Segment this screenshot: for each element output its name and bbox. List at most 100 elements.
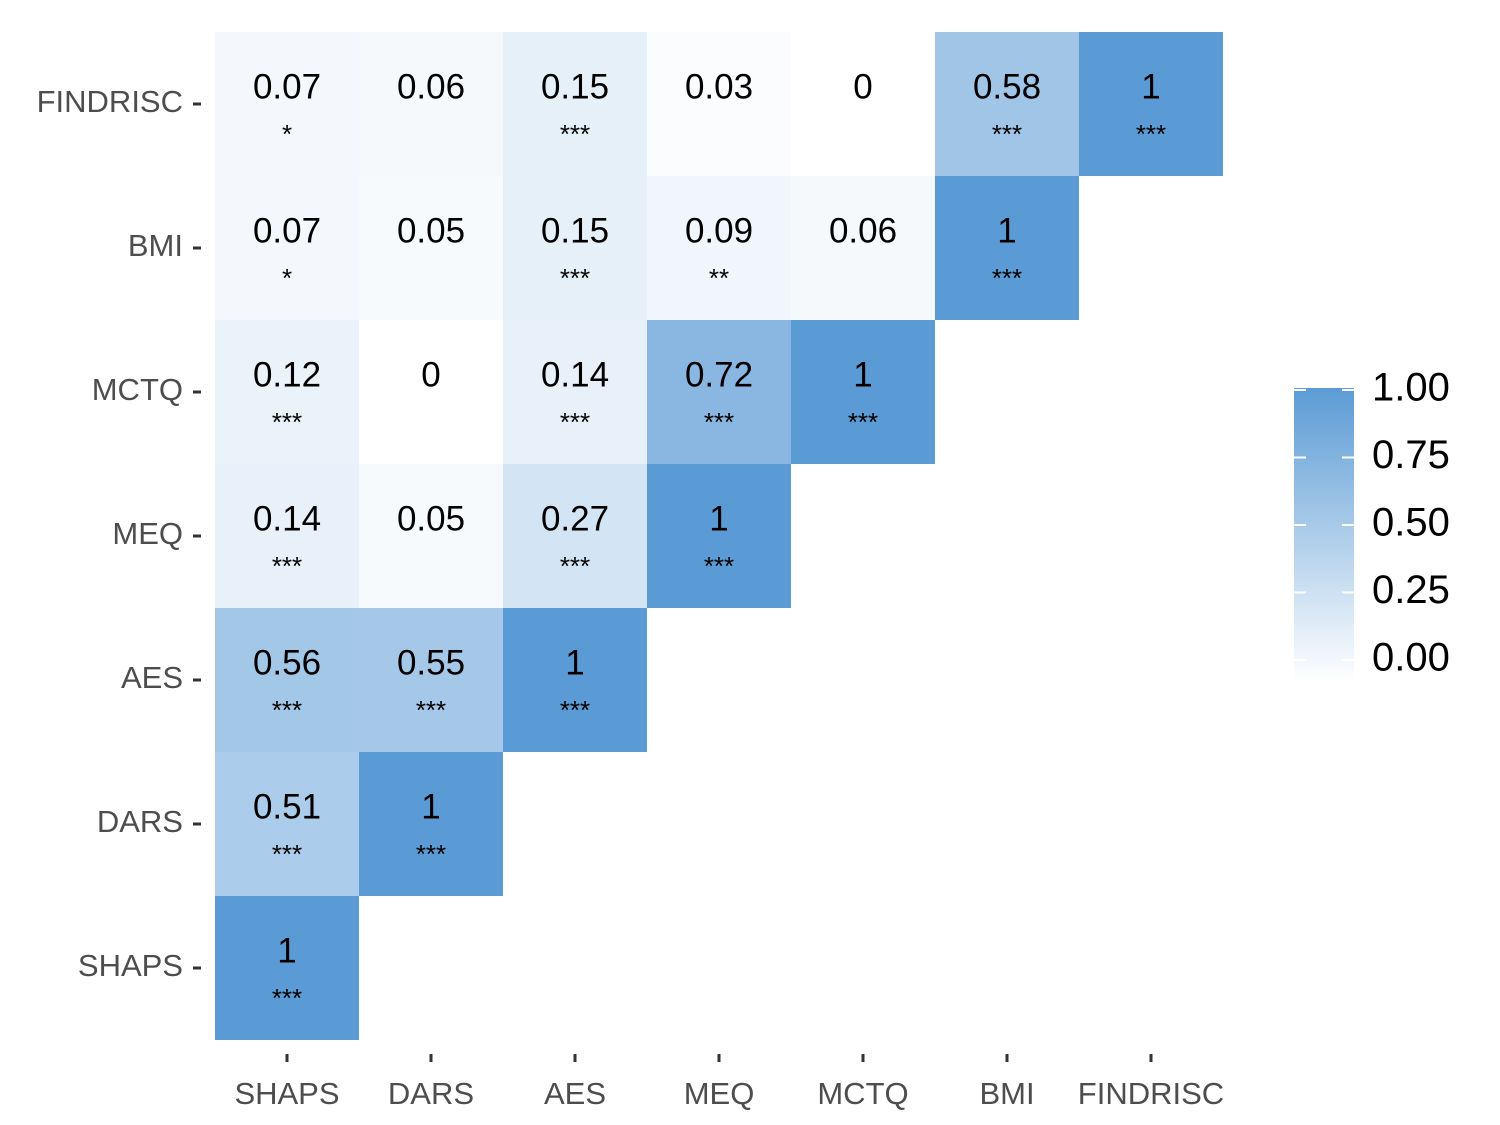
legend-tick-label: 0.00 bbox=[1372, 636, 1450, 680]
cell-value-label: 0.15 bbox=[541, 67, 609, 106]
heatmap-cell-shaps-dars bbox=[215, 752, 359, 896]
heatmap-cell-dars-bmi bbox=[359, 176, 503, 320]
cell-value-label: 0.06 bbox=[397, 67, 465, 106]
heatmap-cell-shaps-bmi bbox=[215, 176, 359, 320]
cell-significance-label: * bbox=[282, 119, 292, 149]
heatmap-cell-bmi-bmi bbox=[935, 176, 1079, 320]
cell-value-label: 1 bbox=[997, 211, 1016, 250]
heatmap-cells bbox=[215, 32, 1223, 1040]
cell-value-label: 0.14 bbox=[253, 499, 321, 538]
cell-significance-label: *** bbox=[992, 263, 1022, 293]
cell-value-label: 1 bbox=[277, 931, 296, 970]
x-tick-label-findrisc: FINDRISC bbox=[1078, 1076, 1224, 1111]
x-tick-label-aes: AES bbox=[544, 1076, 606, 1111]
cell-significance-label: *** bbox=[560, 263, 590, 293]
cell-value-label: 0.14 bbox=[541, 355, 609, 394]
cell-significance-label: *** bbox=[560, 695, 590, 725]
y-tick-label-aes: AES bbox=[121, 660, 183, 695]
x-tick-label-mctq: MCTQ bbox=[817, 1076, 908, 1111]
x-tick-label-meq: MEQ bbox=[684, 1076, 755, 1111]
cell-value-label: 1 bbox=[853, 355, 872, 394]
cell-significance-label: *** bbox=[416, 839, 446, 869]
x-tick-label-bmi: BMI bbox=[979, 1076, 1034, 1111]
cell-significance-label: *** bbox=[272, 407, 302, 437]
cell-significance-label: *** bbox=[848, 407, 878, 437]
heatmap-cell-aes-meq bbox=[503, 464, 647, 608]
y-tick-label-meq: MEQ bbox=[112, 516, 183, 551]
heatmap-cell-aes-findrisc bbox=[503, 32, 647, 176]
legend-tick-label: 0.25 bbox=[1372, 568, 1450, 612]
cell-significance-label: * bbox=[282, 263, 292, 293]
cell-value-label: 0.15 bbox=[541, 211, 609, 250]
legend-colorbar bbox=[1294, 388, 1354, 682]
heatmap-cell-aes-bmi bbox=[503, 176, 647, 320]
heatmap-cell-bmi-findrisc bbox=[935, 32, 1079, 176]
x-tick-label-dars: DARS bbox=[388, 1076, 474, 1111]
cell-significance-label: *** bbox=[560, 551, 590, 581]
cell-significance-label: *** bbox=[560, 407, 590, 437]
cell-significance-label: *** bbox=[272, 551, 302, 581]
cell-significance-label: *** bbox=[272, 839, 302, 869]
heatmap-cell-mctq-mctq bbox=[791, 320, 935, 464]
y-tick-label-mctq: MCTQ bbox=[92, 372, 183, 407]
cell-value-label: 0 bbox=[421, 355, 440, 394]
cell-value-label: 0.09 bbox=[685, 211, 753, 250]
cell-value-label: 0.07 bbox=[253, 67, 321, 106]
legend-tick-label: 0.75 bbox=[1372, 433, 1450, 477]
cell-significance-label: *** bbox=[992, 119, 1022, 149]
cell-value-label: 1 bbox=[1141, 67, 1160, 106]
heatmap-cell-shaps-aes bbox=[215, 608, 359, 752]
heatmap-cell-dars-meq bbox=[359, 464, 503, 608]
heatmap-cell-shaps-mctq bbox=[215, 320, 359, 464]
x-axis: SHAPS DARS AES MEQ MCTQ BMI FINDRISC bbox=[234, 1054, 1224, 1111]
heatmap-cell-mctq-bmi bbox=[791, 176, 935, 320]
cell-value-label: 0.55 bbox=[397, 643, 465, 682]
heatmap-cell-shaps-findrisc bbox=[215, 32, 359, 176]
color-legend: 1.00 0.75 0.50 0.25 0.00 bbox=[1294, 366, 1450, 682]
heatmap-cell-dars-dars bbox=[359, 752, 503, 896]
x-tick-label-shaps: SHAPS bbox=[234, 1076, 339, 1111]
cell-significance-label: ** bbox=[709, 263, 729, 293]
cell-value-label: 0 bbox=[853, 67, 872, 106]
cell-significance-label: *** bbox=[704, 407, 734, 437]
cell-value-label: 0.56 bbox=[253, 643, 321, 682]
heatmap-cell-meq-mctq bbox=[647, 320, 791, 464]
cell-significance-label: *** bbox=[1136, 119, 1166, 149]
heatmap-cell-meq-meq bbox=[647, 464, 791, 608]
cell-value-label: 0.58 bbox=[973, 67, 1041, 106]
cell-significance-label: *** bbox=[704, 551, 734, 581]
legend-tick-label: 1.00 bbox=[1372, 366, 1450, 410]
cell-value-label: 0.27 bbox=[541, 499, 609, 538]
cell-value-label: 0.07 bbox=[253, 211, 321, 250]
cell-significance-label: *** bbox=[272, 695, 302, 725]
cell-value-label: 0.72 bbox=[685, 355, 753, 394]
heatmap-cell-shaps-meq bbox=[215, 464, 359, 608]
heatmap-cell-shaps-shaps bbox=[215, 896, 359, 1040]
y-tick-label-findrisc: FINDRISC bbox=[37, 84, 183, 119]
cell-significance-label: *** bbox=[272, 983, 302, 1013]
heatmap-cell-dars-mctq bbox=[359, 320, 503, 464]
cell-value-label: 1 bbox=[709, 499, 728, 538]
cell-value-label: 0.05 bbox=[397, 499, 465, 538]
y-tick-label-shaps: SHAPS bbox=[78, 948, 183, 983]
legend-tick-label: 0.50 bbox=[1372, 501, 1450, 545]
heatmap-cell-findrisc-findrisc bbox=[1079, 32, 1223, 176]
heatmap-cell-dars-aes bbox=[359, 608, 503, 752]
y-axis: SHAPS DARS AES MEQ MCTQ BMI FINDRISC bbox=[37, 84, 201, 983]
heatmap-cell-mctq-findrisc bbox=[791, 32, 935, 176]
cell-value-label: 0.12 bbox=[253, 355, 321, 394]
cell-value-label: 0.05 bbox=[397, 211, 465, 250]
cell-value-label: 1 bbox=[565, 643, 584, 682]
heatmap-cell-aes-aes bbox=[503, 608, 647, 752]
cell-significance-label: *** bbox=[560, 119, 590, 149]
cell-significance-label: *** bbox=[416, 695, 446, 725]
heatmap-cell-dars-findrisc bbox=[359, 32, 503, 176]
y-tick-label-bmi: BMI bbox=[128, 228, 183, 263]
cell-labels: 1***0.51***0.56***0.14***0.12***0.07*0.0… bbox=[253, 67, 1166, 1013]
cell-value-label: 0.03 bbox=[685, 67, 753, 106]
cell-value-label: 0.51 bbox=[253, 787, 321, 826]
heatmap-cell-aes-mctq bbox=[503, 320, 647, 464]
y-tick-label-dars: DARS bbox=[97, 804, 183, 839]
heatmap-cell-meq-bmi bbox=[647, 176, 791, 320]
